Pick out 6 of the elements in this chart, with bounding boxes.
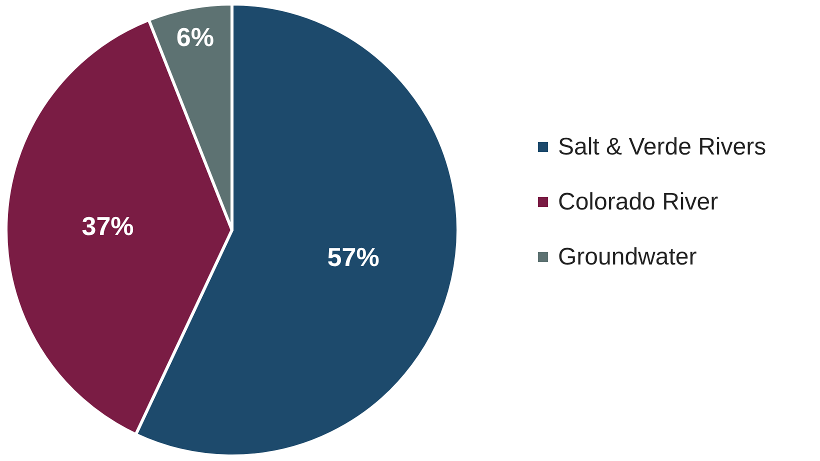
legend-label: Groundwater bbox=[558, 244, 697, 270]
data-label: 57% bbox=[327, 242, 380, 272]
legend-label: Colorado River bbox=[558, 188, 718, 216]
data-label: 6% bbox=[176, 22, 214, 52]
legend-label: Salt & Verde Rivers bbox=[558, 134, 766, 160]
data-label: 37% bbox=[82, 211, 134, 242]
